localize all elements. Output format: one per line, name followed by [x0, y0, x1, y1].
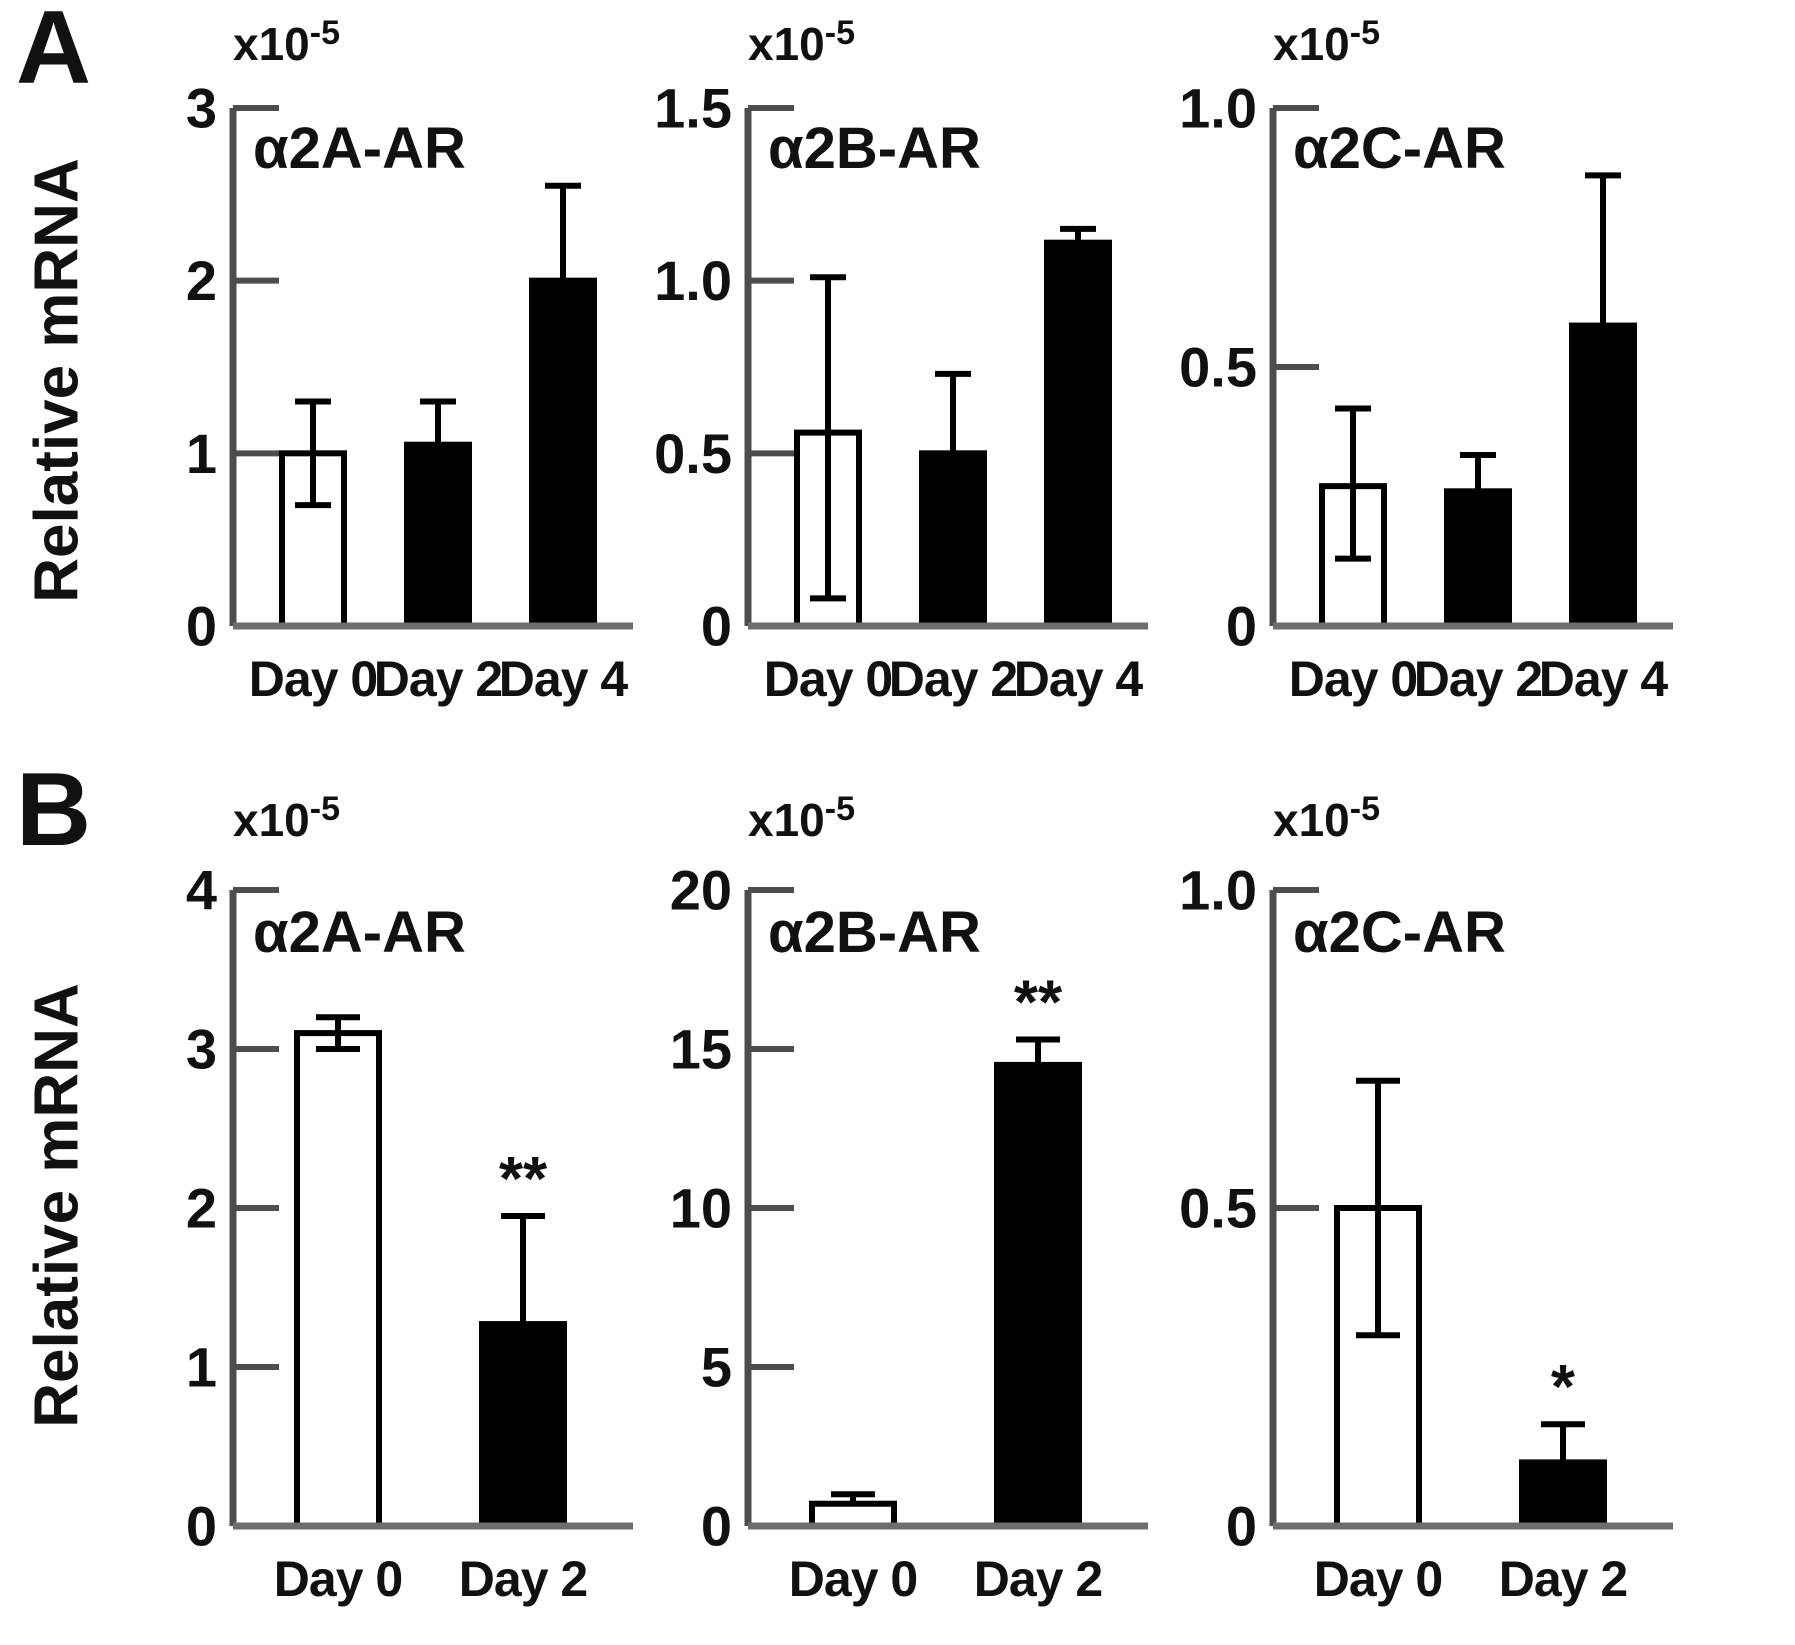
chart-title: α2C-AR: [1293, 116, 1506, 181]
x-category-label: Day 4: [499, 651, 629, 707]
y-axis-title-text: Relative mRNA: [22, 982, 92, 1428]
x-category-label: Day 0: [274, 1551, 402, 1607]
x-category-label: Day 0: [764, 651, 892, 707]
bar-solid: [1044, 239, 1112, 629]
y-tick-label: 0: [186, 595, 217, 658]
y-tick-label: 1.5: [654, 77, 732, 140]
y-tick-label: 0.5: [1179, 336, 1257, 399]
y-tick-label: 0.5: [654, 422, 732, 485]
axis-unit-label: x10-5: [233, 14, 340, 70]
x-category-label: Day 2: [459, 1551, 587, 1607]
y-tick-label: 2: [186, 249, 217, 312]
axis-unit-label: x10-5: [1273, 790, 1380, 846]
significance-stars: **: [1014, 968, 1063, 1037]
y-tick-label: 1.0: [654, 249, 732, 312]
axis-unit-label: x10-5: [748, 790, 855, 846]
y-tick-label: 1.0: [1179, 77, 1257, 140]
y-tick-label: 0: [701, 1495, 732, 1558]
chart-panel-a-alpha2a-ar: x10-5 0 1 2 3 α2A-AR Day 0 Day 2 Day 4: [128, 8, 638, 758]
bar-chart-svg: x10-5 0 5 10 15 20 α2B-AR Day 0 ** Day 2: [670, 790, 1148, 1607]
y-tick-label: 10: [670, 1177, 732, 1240]
x-category-label: Day 0: [1314, 1551, 1442, 1607]
bar-solid: [919, 450, 987, 630]
axis-unit-label: x10-5: [1273, 14, 1380, 70]
y-tick-label: 15: [670, 1018, 732, 1081]
x-category-label: Day 2: [974, 1551, 1102, 1607]
y-tick-label: 5: [701, 1336, 732, 1399]
y-tick-label: 20: [670, 859, 732, 922]
chart-title: α2A-AR: [253, 116, 466, 181]
panel-label-a: A: [16, 0, 92, 106]
chart-title: α2A-AR: [253, 900, 466, 965]
y-tick-label: 3: [186, 77, 217, 140]
x-category-label: Day 0: [249, 651, 377, 707]
bar-solid: [1519, 1459, 1607, 1530]
y-tick-label: 0.5: [1179, 1177, 1257, 1240]
axis-unit-label: x10-5: [233, 790, 340, 846]
x-category-label: Day 2: [1414, 651, 1542, 707]
x-category-label: Day 2: [1499, 1551, 1627, 1607]
bar-solid: [1569, 322, 1637, 629]
x-category-label: Day 4: [1014, 651, 1144, 707]
bar-solid: [1444, 488, 1512, 629]
significance-stars: **: [499, 1145, 548, 1214]
y-tick-label: 0: [701, 595, 732, 658]
x-category-label: Day 2: [889, 651, 1017, 707]
y-axis-title-panel-b: Relative mRNA: [14, 880, 100, 1530]
bar-chart-svg: x10-5 0 0.5 1.0 α2C-AR Day 0 * Day 2: [1179, 790, 1673, 1607]
chart-panel-b-alpha2b-ar: x10-5 0 5 10 15 20 α2B-AR Day 0 ** Day 2: [643, 778, 1153, 1645]
bar-solid: [404, 441, 472, 630]
x-category-label: Day 0: [1289, 651, 1417, 707]
y-tick-label: 4: [186, 859, 217, 922]
chart-title: α2C-AR: [1293, 900, 1506, 965]
axis-unit-label: x10-5: [748, 14, 855, 70]
x-category-label: Day 0: [789, 1551, 917, 1607]
chart-title: α2B-AR: [768, 900, 981, 965]
bar-open: [294, 1030, 382, 1529]
chart-title: α2B-AR: [768, 116, 981, 181]
chart-panel-a-alpha2c-ar: x10-5 0 0.5 1.0 α2C-AR Day 0 Day 2 Day 4: [1168, 8, 1678, 758]
bar-solid: [479, 1321, 567, 1529]
y-axis-title-text: Relative mRNA: [22, 157, 92, 603]
x-category-label: Day 4: [1539, 651, 1669, 707]
y-tick-label: 3: [186, 1018, 217, 1081]
y-tick-label: 0: [1226, 595, 1257, 658]
x-category-label: Day 2: [374, 651, 502, 707]
chart-panel-a-alpha2b-ar: x10-5 0 0.5 1.0 1.5 α2B-AR Day 0 Day 2 Day 4: [643, 8, 1153, 758]
y-tick-label: 0: [186, 1495, 217, 1558]
bar-solid: [529, 277, 597, 629]
significance-stars: *: [1551, 1353, 1576, 1422]
chart-panel-b-alpha2a-ar: x10-5 0 1 2 3 4 α2A-AR Day 0 ** Day 2: [128, 778, 638, 1645]
y-tick-label: 1: [186, 1336, 217, 1399]
y-axis-title-panel-a: Relative mRNA: [14, 120, 100, 640]
bar-chart-svg: x10-5 0 1 2 3 4 α2A-AR Day 0 ** Day 2: [186, 790, 633, 1607]
panel-label-b: B: [16, 752, 92, 868]
bar-solid: [994, 1061, 1082, 1529]
y-tick-label: 0: [1226, 1495, 1257, 1558]
y-tick-label: 1: [186, 422, 217, 485]
chart-panel-b-alpha2c-ar: x10-5 0 0.5 1.0 α2C-AR Day 0 * Day 2: [1168, 778, 1678, 1645]
y-tick-label: 1.0: [1179, 859, 1257, 922]
y-tick-label: 2: [186, 1177, 217, 1240]
